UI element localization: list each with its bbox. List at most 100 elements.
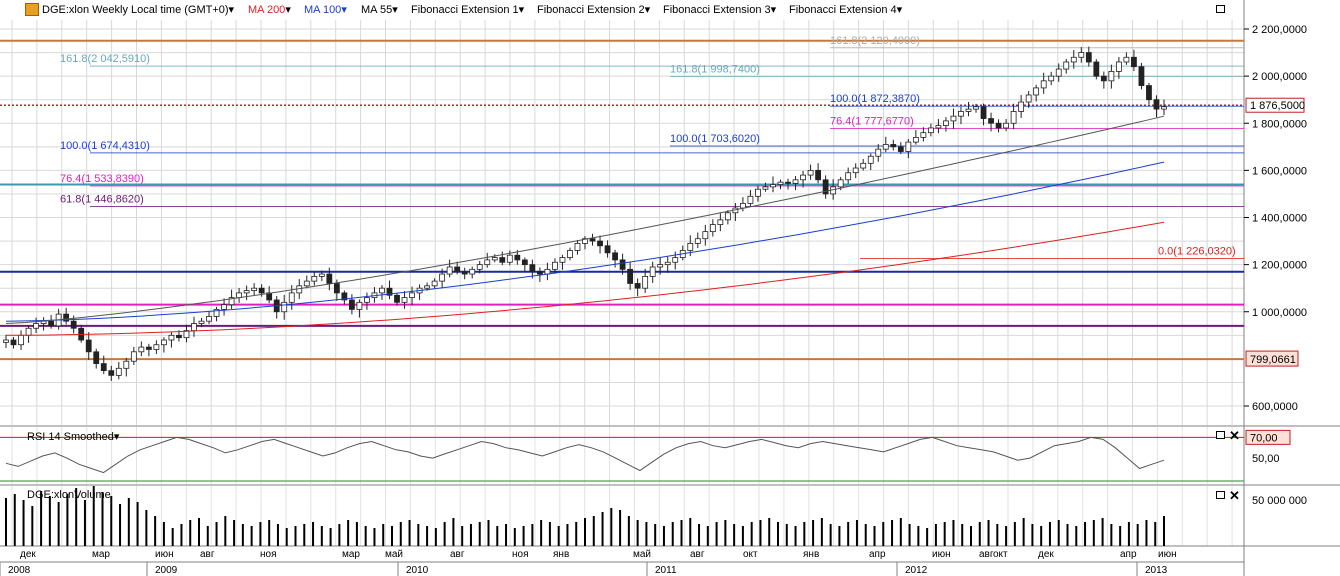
chevron-down-icon: ▾ [228, 4, 235, 16]
indicator-label: MA 55 [361, 4, 393, 16]
candle-body [920, 132, 927, 138]
volume-close-icon[interactable]: ✕ [1229, 488, 1240, 503]
candle-body [341, 292, 348, 301]
candle-body [552, 261, 558, 270]
candle-body [311, 276, 318, 282]
candle-body [589, 238, 596, 242]
fib-level-label: 0.0(1 226,0320) [1158, 245, 1236, 257]
year-tick-label: 2009 [155, 565, 178, 576]
fib-level-label: 161.8(2 120,4000) [830, 35, 920, 47]
chevron-down-icon: ▾ [518, 4, 525, 16]
rsi-panel-title[interactable]: RSI 14 Smoothed▾ [27, 430, 119, 443]
candle-body [228, 297, 235, 306]
rsi-close-icon[interactable]: ✕ [1229, 428, 1240, 443]
y-tick-label: 1 200,0000 [1252, 260, 1307, 272]
candle-body [702, 231, 709, 240]
candle-body [115, 367, 122, 376]
candle-body [108, 370, 115, 376]
indicator-fib1[interactable]: Fibonacci Extension 1▾ [411, 3, 524, 16]
chevron-down-icon: ▾ [770, 4, 777, 16]
month-tick-label: янв [803, 549, 819, 560]
candle-body [800, 174, 806, 181]
candle-body [1078, 52, 1085, 58]
chevron-down-icon: ▾ [341, 4, 347, 16]
fib-level-label: 161.8(2 042,5910) [60, 53, 150, 65]
month-tick-label: апр [1120, 549, 1137, 560]
candle-body [980, 106, 987, 119]
candle-body [1093, 61, 1100, 77]
ma200-line [5, 221, 1165, 336]
candle-body [303, 280, 310, 287]
candle-body [521, 259, 528, 266]
y-tick-label: 600,0000 [1252, 401, 1298, 413]
chevron-down-icon: ▾ [113, 431, 120, 443]
candle-body [491, 257, 498, 261]
month-tick-label: май [385, 549, 403, 560]
candle-body [709, 224, 716, 233]
candle-body [958, 111, 964, 117]
symbol-title[interactable]: DGE:xlon Weekly Local time (GMT+0)▾ [42, 3, 234, 16]
candle-body [1010, 111, 1017, 124]
candle-body [927, 127, 934, 134]
chevron-down-icon: ▾ [392, 4, 398, 16]
fib-level-label: 100.0(1 872,3870) [830, 93, 920, 105]
month-tick-label: окт [993, 549, 1008, 560]
maximize-icon[interactable] [1216, 5, 1225, 13]
candle-body [694, 238, 701, 244]
candle-body [582, 238, 588, 244]
chart-menu-icon[interactable] [25, 3, 39, 16]
candle-body [950, 115, 957, 122]
candle-body [258, 287, 265, 294]
candle-body [597, 240, 603, 247]
candle-body [386, 287, 393, 296]
indicator-label: Fibonacci Extension 2 [537, 4, 645, 16]
candle-body [48, 320, 55, 327]
candle-body [401, 297, 408, 303]
indicator-label: MA 100 [304, 4, 342, 16]
volume-maximize-icon[interactable] [1216, 491, 1225, 499]
fib-level-label: 61.8(1 446,8620) [60, 193, 144, 205]
price-tag-label: 1 876,5000 [1250, 100, 1305, 112]
indicator-ma200[interactable]: MA 200▾ [248, 3, 291, 16]
candle-body [251, 287, 258, 291]
year-tick-label: 2008 [8, 565, 31, 576]
y-tick-label: 1 000,0000 [1252, 307, 1307, 319]
candle-body [1138, 66, 1145, 86]
indicator-fib2[interactable]: Fibonacci Extension 2▾ [537, 3, 650, 16]
indicator-ma55[interactable]: MA 55▾ [361, 3, 398, 16]
indicator-label: Fibonacci Extension 3 [663, 4, 771, 16]
candle-body [574, 243, 581, 251]
volume-bars [5, 486, 1165, 546]
indicator-label: Fibonacci Extension 1 [411, 4, 519, 16]
grid-lines [0, 20, 1244, 546]
month-tick-label: авг [979, 549, 994, 560]
candle-body [785, 181, 791, 184]
candle-body [604, 245, 611, 254]
candle-body [70, 320, 77, 329]
candle-body [348, 299, 355, 310]
candle-body [965, 108, 972, 112]
candle-body [672, 257, 679, 263]
indicator-fib4[interactable]: Fibonacci Extension 4▾ [789, 3, 902, 16]
candle-body [506, 254, 513, 263]
rsi-maximize-icon[interactable] [1216, 431, 1225, 439]
candle-body [236, 292, 243, 299]
candle-body [100, 363, 107, 372]
y-tick-label: 2 000,0000 [1252, 71, 1307, 83]
candle-body [845, 172, 852, 181]
candle-body [792, 179, 799, 184]
ma100-line [5, 161, 1165, 322]
candle-body [890, 144, 897, 148]
candle-body [943, 120, 949, 127]
month-tick-label: мар [92, 549, 110, 560]
candle-body [18, 334, 24, 346]
indicator-fib3[interactable]: Fibonacci Extension 3▾ [663, 3, 776, 16]
candle-body [356, 301, 363, 310]
chevron-down-icon: ▾ [644, 4, 651, 16]
candle-body [1131, 56, 1137, 68]
fib-level-label: 100.0(1 703,6020) [670, 133, 760, 145]
indicator-ma100[interactable]: MA 100▾ [304, 3, 347, 16]
month-tick-label: дек [20, 549, 36, 560]
candle-body [1040, 80, 1047, 89]
candle-body [379, 287, 385, 294]
